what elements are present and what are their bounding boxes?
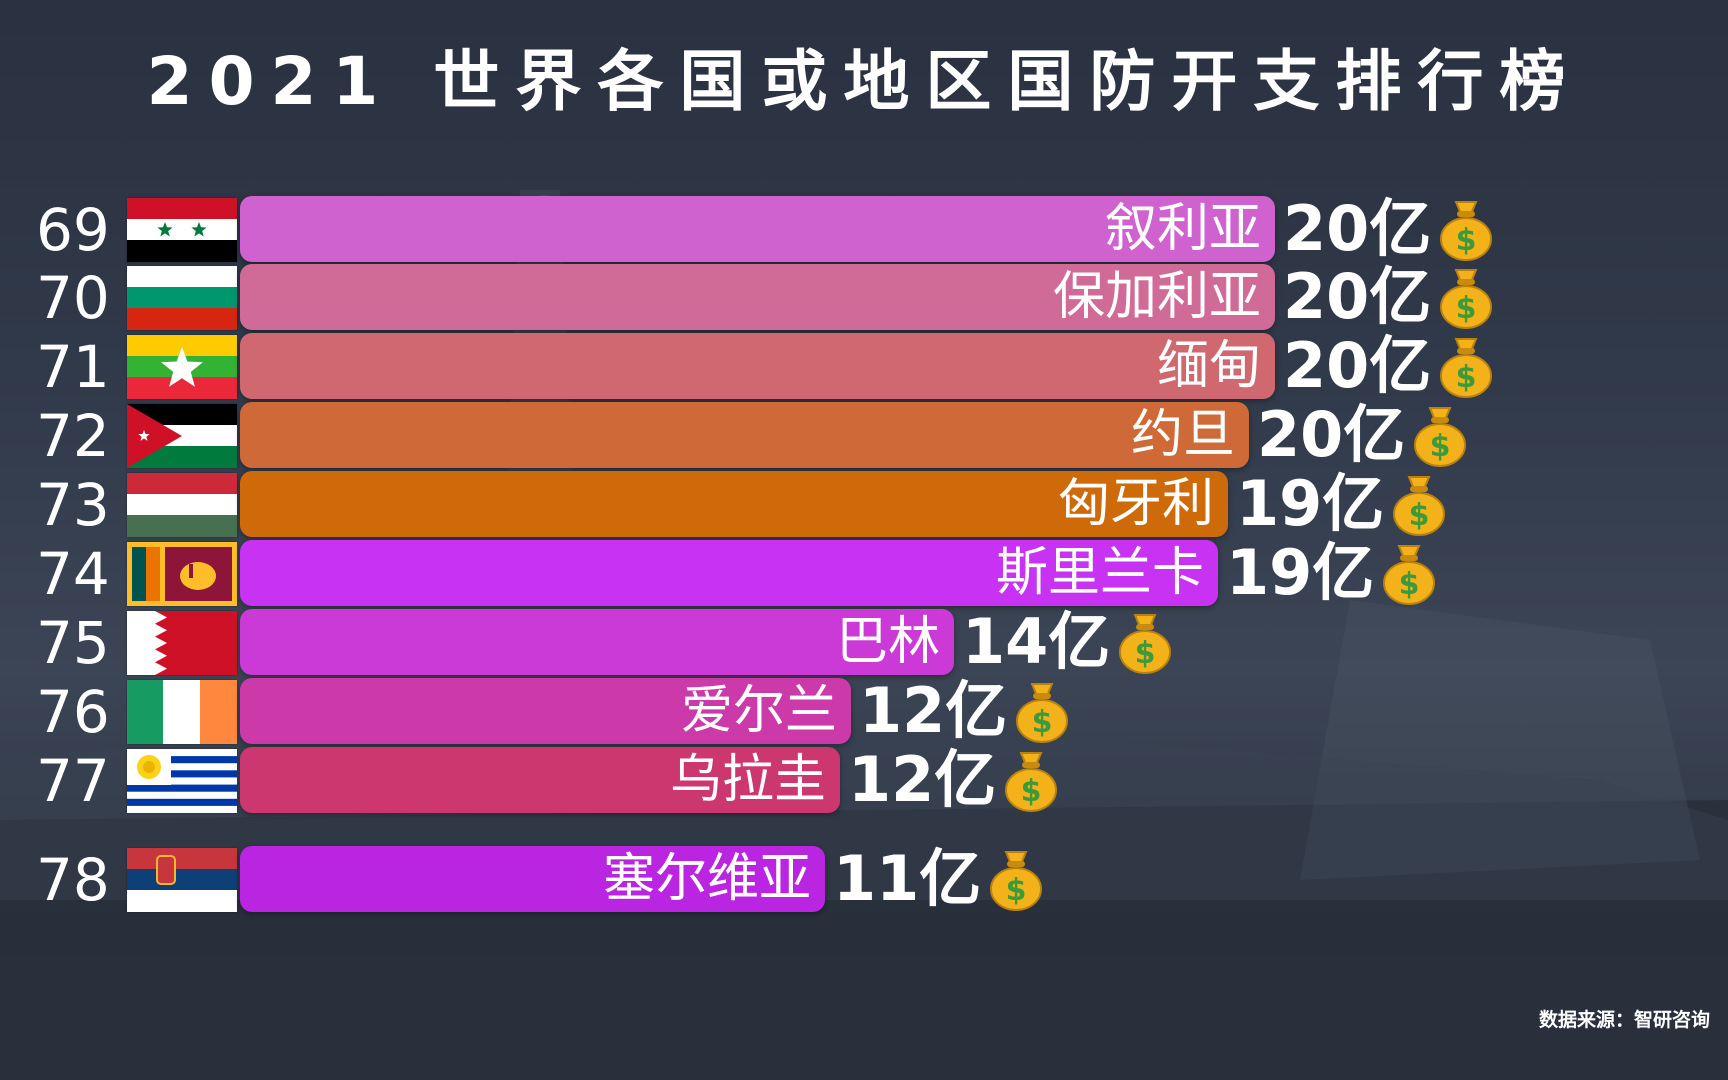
country-label: 塞尔维亚 [602,849,811,909]
money-bag-icon: $ [990,851,1043,911]
bar-row: 74 斯里兰卡 19亿 $ [0,540,1728,608]
country-label: 保加利亚 [1052,267,1261,327]
jordan-flag-icon [127,404,237,468]
money-bag-icon: $ [1414,407,1467,467]
svg-text:$: $ [1456,223,1477,258]
value-label: 12亿 [859,674,1008,747]
data-source: 数据来源：智研咨询 [1538,1009,1710,1031]
bar-row: 76 爱尔兰 12亿 $ [0,678,1728,746]
hungary-flag-icon [127,473,237,537]
value-label-group: 20亿 $ [1283,264,1495,330]
svg-text:$: $ [1399,567,1420,602]
rank-number: 76 [36,678,110,746]
value-label-group: 20亿 $ [1283,196,1495,262]
svg-text:$: $ [1135,636,1156,671]
svg-text:$: $ [1456,291,1477,326]
value-label-group: 12亿 $ [848,747,1060,813]
bar: 爱尔兰 [240,678,851,744]
bar-row: 73 匈牙利 19亿 $ [0,471,1728,539]
bar-row: 70 保加利亚 20亿 $ [0,264,1728,332]
bar: 斯里兰卡 [240,540,1218,606]
money-bag-icon: $ [1383,545,1436,605]
value-label: 19亿 [1236,467,1385,540]
value-label-group: 12亿 $ [859,678,1071,744]
value-label: 11亿 [833,842,982,915]
value-label: 20亿 [1283,260,1432,333]
bar-row: 77 乌拉圭 12亿 $ [0,747,1728,815]
value-label-group: 19亿 $ [1236,471,1448,537]
uruguay-flag-icon [127,749,237,813]
svg-text:$: $ [1409,498,1430,533]
sri-lanka-flag-icon [127,542,237,606]
rank-number: 72 [36,402,110,470]
bar: 塞尔维亚 [240,846,825,912]
bulgaria-flag-icon [127,266,237,330]
country-label: 叙利亚 [1104,199,1261,259]
ireland-flag-icon [127,680,237,744]
bar-row: 78 塞尔维亚 11亿 $ [0,846,1728,914]
bar: 缅甸 [240,333,1275,399]
value-label: 20亿 [1257,398,1406,471]
money-bag-icon: $ [1016,683,1069,743]
value-label-group: 14亿 $ [962,609,1174,675]
country-label: 匈牙利 [1057,474,1214,534]
syria-flag-icon [127,198,237,262]
country-label: 缅甸 [1156,336,1261,396]
bar: 匈牙利 [240,471,1228,537]
svg-text:$: $ [1430,429,1451,464]
bar: 叙利亚 [240,196,1275,262]
rank-number: 78 [36,846,110,914]
money-bag-icon: $ [1440,201,1493,261]
bar: 巴林 [240,609,954,675]
svg-text:$: $ [1032,705,1053,740]
value-label-group: 20亿 $ [1283,333,1495,399]
chart-title: 2021 世界各国或地区国防开支排行榜 [146,43,1582,120]
value-label: 14亿 [962,605,1111,678]
money-bag-icon: $ [1440,338,1493,398]
money-bag-icon: $ [1005,752,1058,812]
country-label: 乌拉圭 [669,750,826,810]
myanmar-flag-icon [127,335,237,399]
money-bag-icon: $ [1119,614,1172,674]
bar-row: 69 叙利亚 20亿 $ [0,196,1728,264]
bar: 乌拉圭 [240,747,840,813]
rank-number: 69 [36,196,110,264]
value-label: 12亿 [848,743,997,816]
rank-number: 71 [36,333,110,401]
value-label-group: 19亿 $ [1226,540,1438,606]
value-label-group: 11亿 $ [833,846,1045,912]
svg-text:$: $ [1021,774,1042,809]
value-label: 20亿 [1283,329,1432,402]
rank-number: 75 [36,609,110,677]
rank-number: 74 [36,540,110,608]
rank-number: 73 [36,471,110,539]
country-label: 约旦 [1130,405,1235,465]
bar-chart: 69 叙利亚 20亿 $ 70 保加利亚 20亿 $ 71 缅甸 20亿 $ 72 约旦 20亿… [0,196,1728,914]
country-label: 巴林 [835,612,940,672]
bar-row: 72 约旦 20亿 $ [0,402,1728,470]
svg-text:$: $ [1456,360,1477,395]
svg-text:$: $ [1006,873,1027,908]
bar: 约旦 [240,402,1249,468]
value-label-group: 20亿 $ [1257,402,1469,468]
money-bag-icon: $ [1440,269,1493,329]
value-label: 19亿 [1226,536,1375,609]
bahrain-flag-icon [127,611,237,675]
serbia-flag-icon [127,848,237,912]
bar-row: 75 巴林 14亿 $ [0,609,1728,677]
value-label: 20亿 [1283,192,1432,265]
country-label: 斯里兰卡 [995,543,1204,603]
money-bag-icon: $ [1393,476,1446,536]
bar: 保加利亚 [240,264,1275,330]
rank-number: 77 [36,747,110,815]
rank-number: 70 [36,264,110,332]
country-label: 爱尔兰 [680,681,837,741]
bar-row: 71 缅甸 20亿 $ [0,333,1728,401]
